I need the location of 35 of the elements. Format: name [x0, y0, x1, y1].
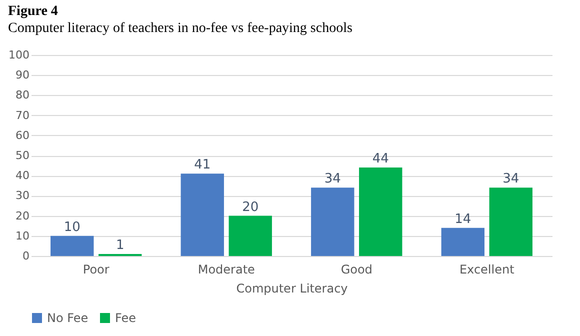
- data-label: 44: [372, 152, 389, 167]
- bar: [228, 216, 272, 256]
- data-label: 34: [324, 172, 341, 187]
- x-tick-label: Moderate: [198, 262, 255, 276]
- y-tick-label: 10: [16, 229, 30, 242]
- bar: [311, 188, 354, 256]
- y-tick-label: 50: [16, 149, 30, 162]
- bar: [359, 168, 402, 256]
- y-tick-label: 90: [16, 68, 30, 82]
- y-tick-label: 0: [22, 250, 30, 262]
- data-label: 10: [64, 220, 80, 235]
- chart-subtitle: Computer literacy of teachers in no-fee vs fee-paying schools: [8, 21, 352, 36]
- x-axis-title: Computer Literacy: [236, 282, 348, 296]
- data-label: 14: [454, 212, 472, 227]
- x-tick-label: Good: [340, 262, 372, 276]
- x-tick-label: Poor: [82, 262, 110, 276]
- legend-label: Fee: [115, 311, 136, 325]
- y-tick-label: 60: [16, 128, 30, 142]
- data-label: 41: [194, 158, 211, 173]
- y-tick-label: 20: [16, 209, 30, 222]
- data-label: 34: [502, 172, 520, 187]
- y-tick-label: 70: [16, 108, 30, 122]
- data-label: 1: [116, 238, 124, 253]
- y-tick-label: 80: [16, 88, 30, 102]
- x-tick-label: Excellent: [459, 262, 515, 276]
- y-tick-label: 100: [8, 48, 30, 62]
- bar: [50, 236, 94, 256]
- y-tick-label: 30: [16, 189, 30, 202]
- bar: [441, 228, 484, 256]
- data-label: 20: [242, 200, 259, 215]
- bar: [489, 188, 532, 256]
- bar: [180, 174, 224, 256]
- chart-title: Figure 4: [8, 4, 58, 19]
- legend-label: No Fee: [47, 311, 88, 325]
- y-tick-label: 40: [16, 169, 30, 182]
